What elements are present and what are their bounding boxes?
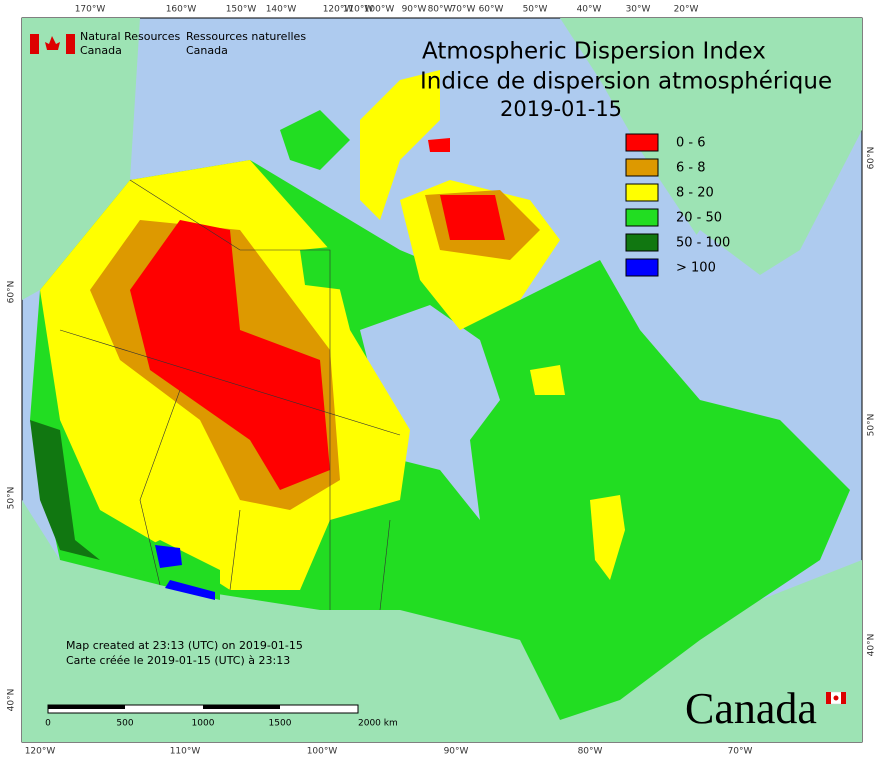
legend-label: 6 - 8	[676, 161, 706, 176]
graticule-bottom: 110°W	[170, 747, 201, 757]
legend-swatch	[625, 158, 659, 177]
graticule-top: 30°W	[626, 5, 651, 15]
graticule-top: 110°W	[343, 5, 374, 15]
graticule-top: 50°W	[523, 5, 548, 15]
agency-en: Natural Resources	[80, 30, 181, 43]
graticule-top: 150°W	[226, 5, 257, 15]
graticule-right: 50°N	[867, 414, 877, 437]
graticule-bottom: 70°W	[728, 747, 753, 757]
wordmark: Canada	[685, 684, 817, 733]
graticule-top: 20°W	[674, 5, 699, 15]
graticule-top: 90°W	[402, 5, 427, 15]
title-fr: Indice de dispersion atmosphérique	[420, 69, 832, 95]
graticule-right: 60°N	[867, 147, 877, 170]
graticule-bottom: 80°W	[578, 747, 603, 757]
legend-swatch	[625, 183, 659, 202]
wordmark-flag	[825, 691, 847, 705]
land	[22, 18, 862, 742]
legend-label: 20 - 50	[676, 211, 722, 226]
graticule-top: 170°W	[75, 5, 106, 15]
graticule-bottom: 100°W	[307, 747, 338, 757]
graticule-left: 60°N	[7, 281, 17, 304]
graticule-top: 100°W	[364, 5, 395, 15]
scale-label: 2000 km	[358, 719, 398, 729]
graticule-top: 60°W	[479, 5, 504, 15]
graticule-top: 70°W	[451, 5, 476, 15]
legend-swatch	[625, 208, 659, 227]
header: Natural Resources Canada Ressources natu…	[30, 30, 306, 57]
scale-bar	[47, 704, 359, 714]
legend-swatch	[625, 133, 659, 152]
legend-label: 0 - 6	[676, 136, 706, 151]
graticule-right: 40°N	[867, 634, 877, 657]
borders	[59, 179, 401, 611]
title-date: 2019-01-15	[500, 97, 622, 121]
country-fr: Canada	[186, 44, 228, 57]
legend-label: 50 - 100	[676, 236, 730, 251]
scale-label: 1000	[192, 719, 215, 729]
graticule-left: 50°N	[7, 487, 17, 510]
graticule-top: 140°W	[266, 5, 297, 15]
credit-fr: Carte créée le 2019-01-15 (UTC) à 23:13	[66, 654, 290, 667]
graticule-left: 40°N	[7, 689, 17, 712]
scale-label: 1500	[269, 719, 292, 729]
graticule-bottom: 120°W	[25, 747, 56, 757]
title-en: Atmospheric Dispersion Index	[422, 39, 766, 65]
graticule-top: 160°W	[166, 5, 197, 15]
agency-fr: Ressources naturelles	[186, 30, 306, 43]
scale-label: 500	[116, 719, 133, 729]
scale-label: 0	[45, 719, 51, 729]
country-en: Canada	[80, 44, 122, 57]
legend-label: 8 - 20	[676, 186, 714, 201]
credit-en: Map created at 23:13 (UTC) on 2019-01-15	[66, 639, 303, 652]
legend-label: > 100	[676, 261, 716, 276]
graticule-top: 40°W	[577, 5, 602, 15]
graticule-bottom: 90°W	[444, 747, 469, 757]
legend-swatch	[625, 258, 659, 277]
legend-swatch	[625, 233, 659, 252]
graticule-top: 80°W	[428, 5, 453, 15]
graticule-top: 120°W	[323, 5, 354, 15]
